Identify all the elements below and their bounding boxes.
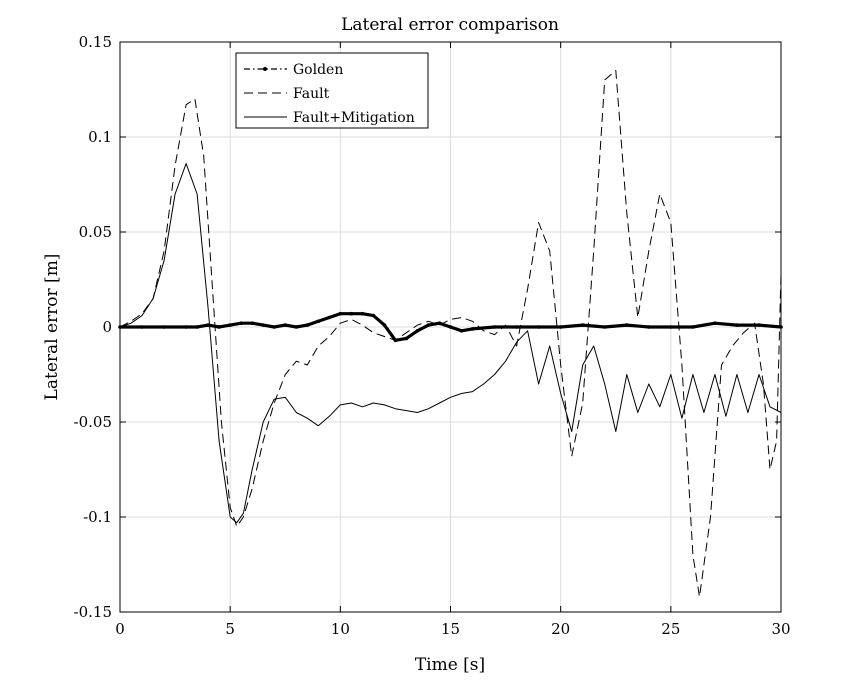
y-tick-label: -0.05 <box>74 413 112 431</box>
series-point-golden <box>338 311 343 316</box>
series-point-golden <box>239 321 243 326</box>
series-point-golden <box>228 323 232 327</box>
y-tick-label: 0.1 <box>88 128 112 146</box>
series-point-golden <box>580 323 585 327</box>
series-point-golden <box>217 325 221 329</box>
legend-marker-golden <box>263 67 267 71</box>
y-tick-label: 0 <box>102 318 112 336</box>
series-point-golden <box>206 323 210 327</box>
series-point-golden <box>691 325 695 329</box>
x-tick-label: 10 <box>331 620 350 638</box>
series-line-fault-mitigation <box>119 163 782 524</box>
series-point-golden <box>316 319 321 324</box>
series-point-golden <box>349 311 354 316</box>
series-point-golden <box>371 313 376 318</box>
x-tick-label: 0 <box>115 620 125 638</box>
series-layer <box>118 70 783 598</box>
y-tick-label: -0.1 <box>83 508 112 526</box>
legend-box <box>235 52 429 129</box>
x-axis-label: Time [s] <box>415 655 485 675</box>
series-point-golden <box>492 325 497 329</box>
series-point-golden <box>261 323 266 327</box>
series-point-golden <box>140 325 144 329</box>
y-axis-label: Lateral error [m] <box>42 254 62 401</box>
y-tick-label: 0.05 <box>79 223 112 241</box>
chart-title: Lateral error comparison <box>341 15 559 35</box>
series-point-golden <box>713 321 717 326</box>
series-point-golden <box>327 315 332 320</box>
series-point-golden <box>426 323 431 327</box>
series-point-golden <box>294 325 299 329</box>
series-point-golden <box>250 321 254 326</box>
legend-label-golden: Golden <box>293 62 343 78</box>
series-point-golden <box>514 325 519 329</box>
y-tick-label: 0.15 <box>79 33 112 51</box>
x-tick-label: 5 <box>225 620 235 638</box>
series-point-golden <box>735 323 739 327</box>
series-point-golden <box>360 311 365 316</box>
series-point-golden <box>602 325 607 329</box>
legend-label-fault: Fault <box>293 86 330 102</box>
series-point-golden <box>305 323 310 327</box>
legend-label-fault-mitigation: Fault+Mitigation <box>293 110 415 126</box>
series-point-golden <box>437 321 442 326</box>
series-point-golden <box>669 325 673 329</box>
series-point-golden <box>393 338 398 343</box>
y-tick-label: -0.15 <box>74 603 112 621</box>
series-point-golden <box>459 329 464 333</box>
series-line-golden <box>120 312 782 342</box>
series-point-golden <box>647 325 651 329</box>
series-point-golden <box>536 325 541 329</box>
series-line-fault <box>119 70 782 598</box>
series-point-golden <box>283 323 288 327</box>
series-point-golden <box>162 325 166 329</box>
x-tick-label: 20 <box>551 620 570 638</box>
axis-ticks: 0 5 10 15 20 25 30 -0.15 -0.1 -0.05 0 0.05 0.1 0.15 <box>74 33 791 638</box>
x-tick-label: 15 <box>441 620 460 638</box>
series-point-golden <box>757 323 761 327</box>
series-point-golden <box>184 325 188 329</box>
series-point-golden <box>448 325 453 329</box>
series-point-golden <box>195 325 199 329</box>
legend: Golden Fault Fault+Mitigation <box>235 52 429 129</box>
x-tick-label: 30 <box>771 620 790 638</box>
series-point-golden <box>470 327 475 331</box>
series-point-golden <box>382 323 387 327</box>
series-point-golden <box>272 325 277 329</box>
series-point-golden <box>404 336 409 341</box>
x-tick-label: 25 <box>661 620 680 638</box>
series-point-golden <box>558 325 563 329</box>
series-point-golden <box>624 323 629 327</box>
series-point-golden <box>415 329 420 333</box>
